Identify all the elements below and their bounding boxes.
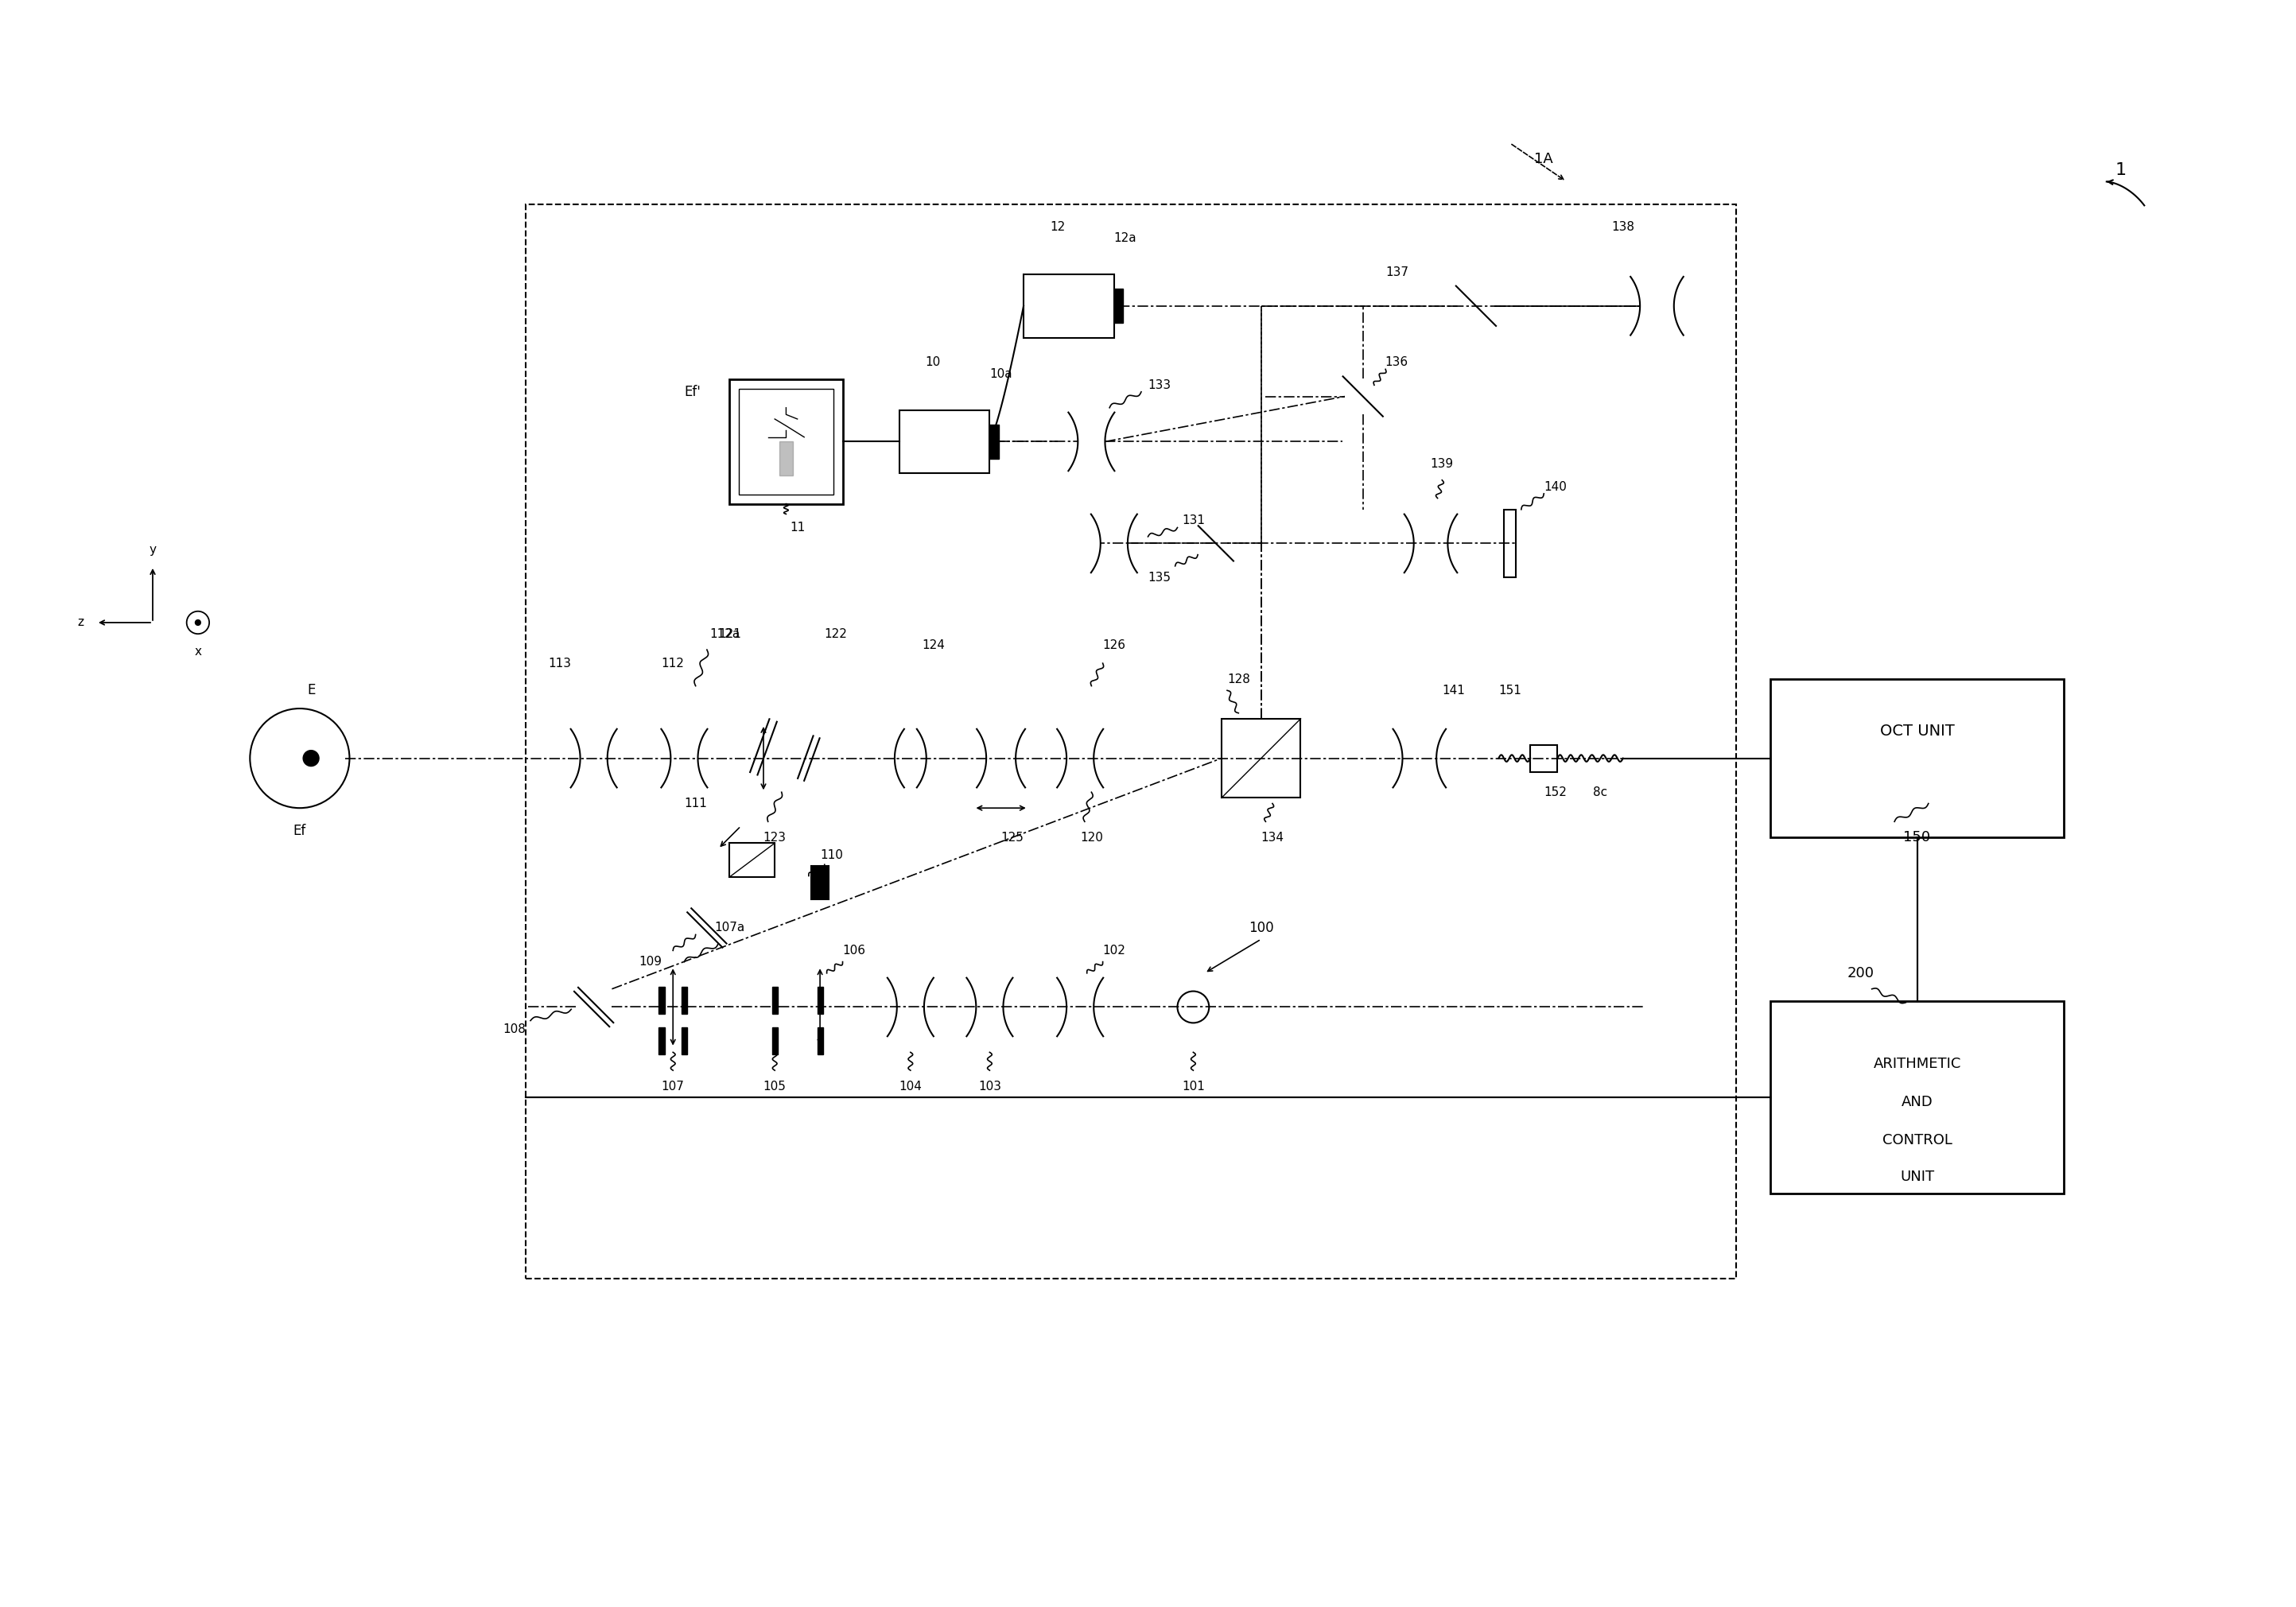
Text: 105: 105 <box>762 1080 785 1093</box>
Text: 12: 12 <box>1049 220 1065 233</box>
Text: CONTROL: CONTROL <box>1883 1133 1952 1147</box>
Text: 128: 128 <box>1226 673 1249 685</box>
Bar <box>817 1027 822 1054</box>
Bar <box>1114 289 1123 323</box>
Text: 134: 134 <box>1261 831 1283 844</box>
Bar <box>739 389 833 495</box>
Text: 8c: 8c <box>1593 786 1607 799</box>
Bar <box>810 866 829 900</box>
Text: 138: 138 <box>1612 220 1635 233</box>
Text: 100: 100 <box>1249 921 1274 935</box>
Bar <box>1770 680 2064 837</box>
Text: 139: 139 <box>1430 458 1453 471</box>
Text: Ef': Ef' <box>684 384 700 399</box>
Bar <box>659 1027 664 1054</box>
Text: 136: 136 <box>1384 357 1407 368</box>
Text: 120: 120 <box>1079 831 1102 844</box>
Text: 103: 103 <box>978 1080 1001 1093</box>
Text: 141: 141 <box>1442 685 1465 696</box>
Text: 102: 102 <box>1102 945 1125 956</box>
Text: 12a: 12a <box>1114 231 1137 244</box>
Text: AND: AND <box>1901 1094 1933 1109</box>
Text: 11: 11 <box>790 522 806 534</box>
Text: 151: 151 <box>1499 685 1522 696</box>
Bar <box>990 424 999 458</box>
Circle shape <box>195 620 200 625</box>
Text: 140: 140 <box>1543 480 1566 493</box>
Text: 10: 10 <box>925 357 941 368</box>
Bar <box>1024 275 1114 337</box>
Text: 107a: 107a <box>714 922 744 934</box>
Bar <box>771 987 778 1014</box>
Text: 131: 131 <box>1182 514 1205 527</box>
Text: UNIT: UNIT <box>1901 1170 1933 1184</box>
Bar <box>1770 1001 2064 1194</box>
Text: 200: 200 <box>1846 966 1874 980</box>
Bar <box>817 987 822 1014</box>
Text: 122: 122 <box>824 628 847 640</box>
Text: 133: 133 <box>1148 379 1171 391</box>
Text: 109: 109 <box>638 956 661 967</box>
Text: 108: 108 <box>503 1024 526 1035</box>
Text: 113: 113 <box>549 657 572 669</box>
Text: z: z <box>78 617 83 628</box>
Bar <box>1529 744 1557 771</box>
Bar <box>730 379 843 505</box>
Bar <box>682 987 687 1014</box>
Text: 10a: 10a <box>990 368 1013 379</box>
Text: 152: 152 <box>1543 786 1566 799</box>
Text: 1A: 1A <box>1534 151 1554 166</box>
Bar <box>1221 718 1302 797</box>
Text: 107: 107 <box>661 1080 684 1093</box>
Text: 150: 150 <box>1903 831 1931 845</box>
Circle shape <box>303 750 319 767</box>
Polygon shape <box>778 442 792 476</box>
Text: E: E <box>308 683 315 697</box>
Bar <box>659 987 664 1014</box>
Text: 123: 123 <box>762 831 785 844</box>
Text: 104: 104 <box>900 1080 923 1093</box>
Text: 111: 111 <box>684 797 707 810</box>
Text: y: y <box>149 545 156 556</box>
Text: 110: 110 <box>820 850 843 861</box>
Bar <box>526 204 1736 1279</box>
Text: 126: 126 <box>1102 640 1125 651</box>
Text: 1: 1 <box>2115 162 2126 178</box>
Bar <box>1504 509 1515 577</box>
Bar <box>771 1027 778 1054</box>
Text: 101: 101 <box>1182 1080 1205 1093</box>
Text: OCT UNIT: OCT UNIT <box>1880 723 1954 739</box>
Text: 135: 135 <box>1148 572 1171 583</box>
Text: 112a: 112a <box>709 628 739 640</box>
Bar <box>900 410 990 474</box>
Text: 125: 125 <box>1001 831 1024 844</box>
Text: 124: 124 <box>921 640 944 651</box>
Bar <box>730 844 774 877</box>
Text: 121: 121 <box>719 628 742 640</box>
Text: x: x <box>195 646 202 657</box>
Text: Ef: Ef <box>294 823 305 837</box>
Text: 106: 106 <box>843 945 866 956</box>
Text: ARITHMETIC: ARITHMETIC <box>1874 1056 1961 1070</box>
Text: 112: 112 <box>661 657 684 669</box>
Text: 137: 137 <box>1384 267 1407 278</box>
Bar <box>682 1027 687 1054</box>
